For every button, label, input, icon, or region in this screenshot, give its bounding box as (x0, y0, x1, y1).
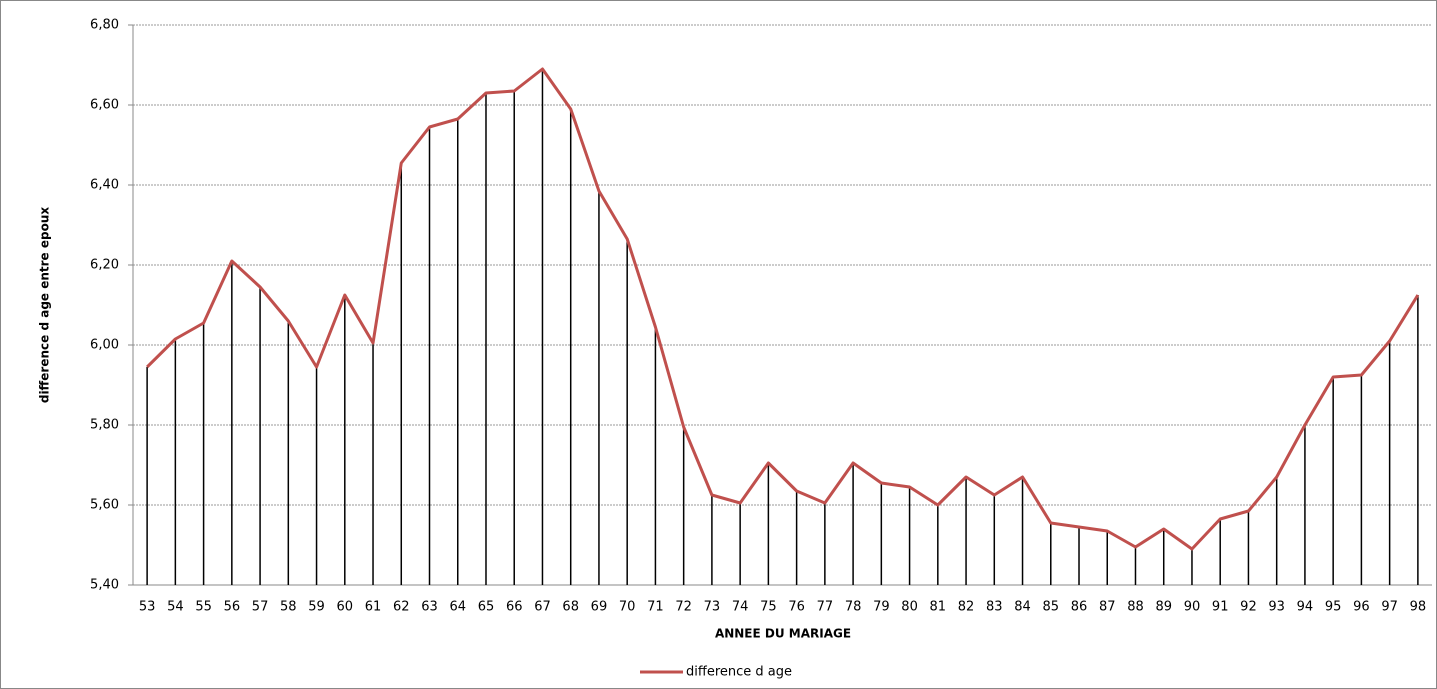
x-tick-label: 89 (1155, 600, 1172, 615)
x-tick-label: 98 (1410, 600, 1427, 615)
x-tick-label: 76 (788, 600, 805, 615)
x-tick-label: 62 (393, 600, 410, 615)
y-axis-title: difference d age entre epoux (38, 207, 52, 404)
x-tick-label: 64 (449, 600, 466, 615)
y-tick-label: 5,80 (90, 418, 119, 433)
x-tick-label: 77 (817, 600, 834, 615)
x-tick-label: 66 (506, 600, 523, 615)
x-tick-label: 71 (647, 600, 664, 615)
x-tick-label: 87 (1099, 600, 1116, 615)
x-tick-label: 69 (591, 600, 608, 615)
x-tick-label: 86 (1071, 600, 1088, 615)
x-tick-label: 78 (845, 600, 862, 615)
x-tick-label: 60 (337, 600, 354, 615)
x-tick-label: 75 (760, 600, 777, 615)
x-tick-label: 90 (1184, 600, 1201, 615)
x-tick-label: 57 (252, 600, 269, 615)
x-tick-label: 59 (308, 600, 325, 615)
y-tick-label: 6,40 (90, 178, 119, 193)
x-tick-label: 88 (1127, 600, 1144, 615)
y-tick-label: 6,80 (90, 18, 119, 33)
x-tick-label: 56 (224, 600, 241, 615)
x-tick-label: 80 (901, 600, 918, 615)
x-tick-label: 63 (421, 600, 438, 615)
x-tick-label: 55 (195, 600, 212, 615)
series-line (146, 67, 1420, 551)
x-axis-title: ANNEE DU MARIAGE (715, 627, 851, 641)
x-tick-label: 96 (1353, 600, 1370, 615)
x-tick-label: 67 (534, 600, 551, 615)
x-tick-label: 74 (732, 600, 749, 615)
x-tick-label: 65 (478, 600, 495, 615)
y-tick-label: 6,00 (90, 338, 119, 353)
x-tick-label: 97 (1381, 600, 1398, 615)
x-tick-label: 58 (280, 600, 297, 615)
x-tick-label: 81 (930, 600, 947, 615)
y-tick-label: 6,20 (90, 258, 119, 273)
x-tick-label: 54 (167, 600, 184, 615)
x-tick-label: 68 (562, 600, 579, 615)
x-tick-label: 85 (1042, 600, 1059, 615)
x-tick-label: 72 (675, 600, 692, 615)
x-tick-label: 93 (1268, 600, 1285, 615)
x-tick-label: 94 (1297, 600, 1314, 615)
x-tick-label: 92 (1240, 600, 1257, 615)
x-tick-label: 82 (958, 600, 975, 615)
x-tick-label: 70 (619, 600, 636, 615)
x-tick-label: 79 (873, 600, 890, 615)
x-tick-label: 84 (1014, 600, 1031, 615)
x-tick-label: 91 (1212, 600, 1229, 615)
y-tick-label: 6,60 (90, 98, 119, 113)
y-tick-label: 5,40 (90, 578, 119, 593)
x-tick-label: 61 (365, 600, 382, 615)
x-tick-label: 73 (704, 600, 721, 615)
y-tick-label: 5,60 (90, 498, 119, 513)
x-tick-label: 53 (139, 600, 156, 615)
x-tick-label: 83 (986, 600, 1003, 615)
x-tick-label: 95 (1325, 600, 1342, 615)
legend-label: difference d age (686, 665, 792, 680)
